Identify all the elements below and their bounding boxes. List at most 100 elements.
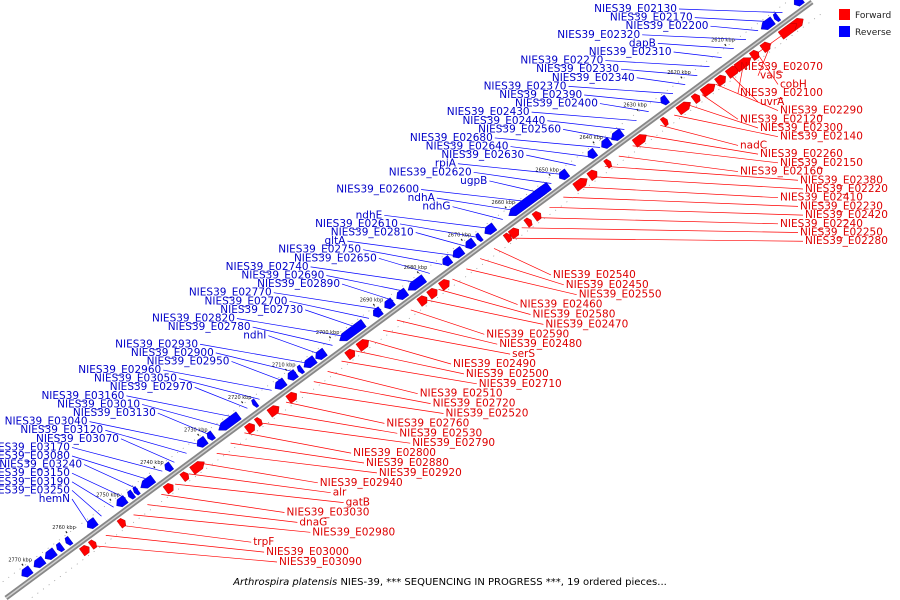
connector-line [326,275,406,292]
reverse-gene-64 [794,0,805,7]
connector-line [531,111,637,121]
tick-label: 2720 kbp [228,395,252,401]
connector-line [466,268,577,296]
connector-line [202,463,318,484]
reverse-gene-label: NIES39_E03150 [0,467,70,479]
connector-line [424,299,544,325]
reverse-gene-62 [772,12,782,23]
reverse-gene-61 [760,16,776,30]
forward-gene-54 [675,101,691,116]
tick-label: 2640 kbp [579,135,603,141]
connector-line [188,473,331,494]
connector-line [215,352,297,373]
reverse-gene-label: NIES39_E03040 [5,416,88,428]
connector-line [71,472,126,499]
reverse-gene-label: NIES39_E02310 [589,46,672,58]
connector-line [327,371,418,395]
connector-line [399,223,479,238]
forward-gene-6 [87,539,98,550]
reverse-gene-label: NIES39_E02770 [189,287,272,299]
forward-gene-label: NIES39_E02290 [780,105,863,117]
connector-line [384,214,491,229]
kbp-ticks: 2610 kbp 2620 kbp 2630 kbp 2640 kbp 2650 kbp… [8,38,735,566]
forward-gene-label: NIES39_E02490 [453,358,536,370]
reverse-gene-label: NIES39_E02620 [389,166,472,178]
forward-gene-34 [426,287,438,300]
tick-mark [21,563,24,566]
forward-gene-label: NIES39_E02550 [579,289,662,301]
connector-line [71,447,163,472]
reverse-gene-label: NIES39_E03050 [94,373,177,385]
tick-label: 2630 kbp [623,103,647,109]
tick-label: 2680 kbp [404,265,428,271]
forward-gene-label: NIES39_E02450 [566,279,649,291]
connector-line [163,369,272,391]
reverse-gene-label: NIES39_E02650 [294,252,377,264]
connector-line [410,309,485,335]
reverse-gene-label: NIES39_E02130 [594,3,677,15]
tick-mark [197,433,200,436]
reverse-gene-label: NIES39_E02680 [410,132,493,144]
reverse-gene-label: NIES39_E02270 [520,55,603,67]
forward-gene-label: NIES39_E02590 [486,328,569,340]
reverse-gene-36 [442,255,454,267]
forward-gene-13 [162,483,174,495]
tick-mark [460,238,463,242]
connector-line [310,266,418,283]
reverse-gene-big4 [274,377,288,390]
connector-line [91,545,278,563]
reverse-gene-label: NIES39_E02370 [484,80,567,92]
reverse-gene-label: NIES39_E03160 [41,390,124,402]
forward-gene-big3 [507,227,520,240]
reverse-gene-big2 [339,319,367,342]
gene-labels: NIES39_E02130NIES39_E02170NIES39_E02200N… [0,3,888,568]
connector-line [421,189,528,202]
forward-gene-label: NIES39_E02070 [740,61,823,73]
reverse-gene-label: NIES39_E02890 [257,278,340,290]
connector-line [618,155,739,172]
reverse-gene-27 [315,347,328,360]
forward-gene-33 [416,295,428,307]
connector-line [678,8,783,13]
connector-line [236,318,345,337]
reverse-gene-label: NIES39_E02390 [499,89,582,101]
tick-label: 2700 kbp [316,330,340,336]
forward-gene-big1 [733,57,752,73]
reverse-gene-label: NIES39_E02330 [536,63,619,75]
connector-line [436,197,515,211]
tick-mark [548,173,551,177]
connector-line [694,17,771,22]
connector-line [415,232,467,247]
reverse-gene-label: NIES39_E03010 [57,398,140,410]
reverse-gene-label: NIES39_E03080 [0,450,70,462]
connector-line [83,464,139,490]
tick-mark [241,401,244,404]
connector-line [660,124,739,146]
reverse-gene-label: NIES39_E03170 [0,441,70,453]
reverse-gene-big0 [508,182,552,216]
forward-gene-label: NIES39_E02230 [800,200,883,212]
forward-gene-label: NIES39_E02580 [533,309,616,321]
forward-gene-43 [531,210,542,222]
reverse-gene-label: NIES39_E02440 [462,115,545,127]
forward-gene-15 [179,471,190,482]
forward-gene-label: NIES39_E02800 [353,447,436,459]
forward-gene-19 [244,422,255,435]
connector-line [199,343,309,364]
connector-line [105,429,187,454]
connector-line [231,361,285,382]
connector-line [757,53,779,85]
connector-line [363,249,443,265]
reverse-gene-label: NIES39_E03130 [73,407,156,419]
reverse-gene-39 [475,232,484,243]
tick-label: 2750 kbp [96,493,120,499]
connector-line [105,535,265,553]
forward-gene-8 [116,518,127,529]
reverse-gene-21 [251,398,260,408]
reverse-gene-31 [384,297,396,310]
reverse-gene-1 [33,555,47,569]
reverse-gene-label: NIES39_E02430 [447,106,530,118]
tick-label: 2610 kbp [711,38,735,44]
reverse-gene-0 [21,565,34,578]
reverse-gene-label: NIES39_E02600 [336,184,419,196]
